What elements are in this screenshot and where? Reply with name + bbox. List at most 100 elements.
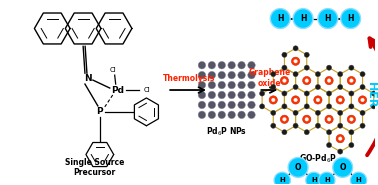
Circle shape xyxy=(198,61,206,69)
Circle shape xyxy=(358,96,367,104)
Circle shape xyxy=(269,96,277,104)
Text: H: H xyxy=(277,14,284,23)
Text: Graphene
oxide: Graphene oxide xyxy=(248,68,290,88)
Circle shape xyxy=(270,9,290,28)
Circle shape xyxy=(327,104,332,109)
Circle shape xyxy=(338,72,343,77)
Circle shape xyxy=(218,101,226,109)
Circle shape xyxy=(338,123,343,128)
Circle shape xyxy=(274,172,290,185)
Circle shape xyxy=(350,117,353,121)
Circle shape xyxy=(338,149,343,154)
Circle shape xyxy=(248,61,255,69)
Circle shape xyxy=(325,76,333,85)
Text: Thermolysis: Thermolysis xyxy=(163,74,215,83)
Text: O: O xyxy=(295,163,301,172)
Circle shape xyxy=(360,123,365,128)
Circle shape xyxy=(325,115,333,123)
Circle shape xyxy=(347,115,356,123)
Circle shape xyxy=(349,91,354,96)
Circle shape xyxy=(350,79,353,82)
Circle shape xyxy=(349,65,354,70)
Circle shape xyxy=(260,104,265,109)
Circle shape xyxy=(208,71,215,79)
Circle shape xyxy=(248,81,255,89)
Circle shape xyxy=(198,91,206,99)
Circle shape xyxy=(336,134,344,143)
Text: H: H xyxy=(300,14,306,23)
Circle shape xyxy=(316,98,320,102)
Circle shape xyxy=(294,59,297,63)
Circle shape xyxy=(198,101,206,109)
Circle shape xyxy=(338,137,342,140)
Circle shape xyxy=(291,57,300,65)
Circle shape xyxy=(360,110,365,115)
Circle shape xyxy=(228,91,235,99)
Text: H: H xyxy=(325,14,331,23)
Circle shape xyxy=(282,91,287,96)
Circle shape xyxy=(283,79,286,82)
Circle shape xyxy=(304,65,309,70)
Text: Pd$_6$P NPs: Pd$_6$P NPs xyxy=(206,125,247,138)
FancyArrowPatch shape xyxy=(367,38,378,155)
Circle shape xyxy=(304,130,309,135)
Circle shape xyxy=(336,96,344,104)
Circle shape xyxy=(271,123,276,128)
Circle shape xyxy=(288,157,308,177)
Circle shape xyxy=(228,101,235,109)
Circle shape xyxy=(305,117,308,121)
Circle shape xyxy=(218,61,226,69)
Circle shape xyxy=(218,71,226,79)
Circle shape xyxy=(306,172,322,185)
Circle shape xyxy=(238,111,245,119)
Text: H: H xyxy=(324,177,330,183)
Circle shape xyxy=(338,110,343,115)
Circle shape xyxy=(208,101,215,109)
Circle shape xyxy=(198,111,206,119)
Circle shape xyxy=(327,142,332,148)
Circle shape xyxy=(293,9,313,28)
Circle shape xyxy=(271,98,275,102)
Circle shape xyxy=(248,101,255,109)
Circle shape xyxy=(198,81,206,89)
Text: H: H xyxy=(347,14,354,23)
Circle shape xyxy=(338,85,343,90)
Circle shape xyxy=(208,61,215,69)
Circle shape xyxy=(293,85,298,90)
Circle shape xyxy=(280,115,288,123)
Circle shape xyxy=(350,172,367,185)
Text: Pd: Pd xyxy=(111,85,124,95)
Circle shape xyxy=(360,85,365,90)
Circle shape xyxy=(238,61,245,69)
Circle shape xyxy=(208,81,215,89)
Circle shape xyxy=(349,104,354,109)
Circle shape xyxy=(198,71,206,79)
Circle shape xyxy=(360,72,365,77)
Circle shape xyxy=(282,52,287,57)
Circle shape xyxy=(371,91,376,96)
Text: O: O xyxy=(339,163,346,172)
Circle shape xyxy=(260,91,265,96)
Circle shape xyxy=(315,123,321,128)
Circle shape xyxy=(327,117,331,121)
Circle shape xyxy=(228,111,235,119)
Circle shape xyxy=(282,65,287,70)
Circle shape xyxy=(208,91,215,99)
Circle shape xyxy=(304,91,309,96)
Text: P: P xyxy=(96,107,103,116)
Circle shape xyxy=(218,81,226,89)
Circle shape xyxy=(228,81,235,89)
Text: HER: HER xyxy=(366,82,376,108)
Circle shape xyxy=(361,98,364,102)
Circle shape xyxy=(248,111,255,119)
Circle shape xyxy=(341,9,361,28)
Circle shape xyxy=(293,123,298,128)
Circle shape xyxy=(280,76,288,85)
Circle shape xyxy=(327,79,331,82)
Circle shape xyxy=(228,71,235,79)
Circle shape xyxy=(303,76,311,85)
Circle shape xyxy=(291,96,300,104)
Text: GO-Pd$_6$P: GO-Pd$_6$P xyxy=(299,153,337,165)
Circle shape xyxy=(218,111,226,119)
Circle shape xyxy=(293,46,298,51)
